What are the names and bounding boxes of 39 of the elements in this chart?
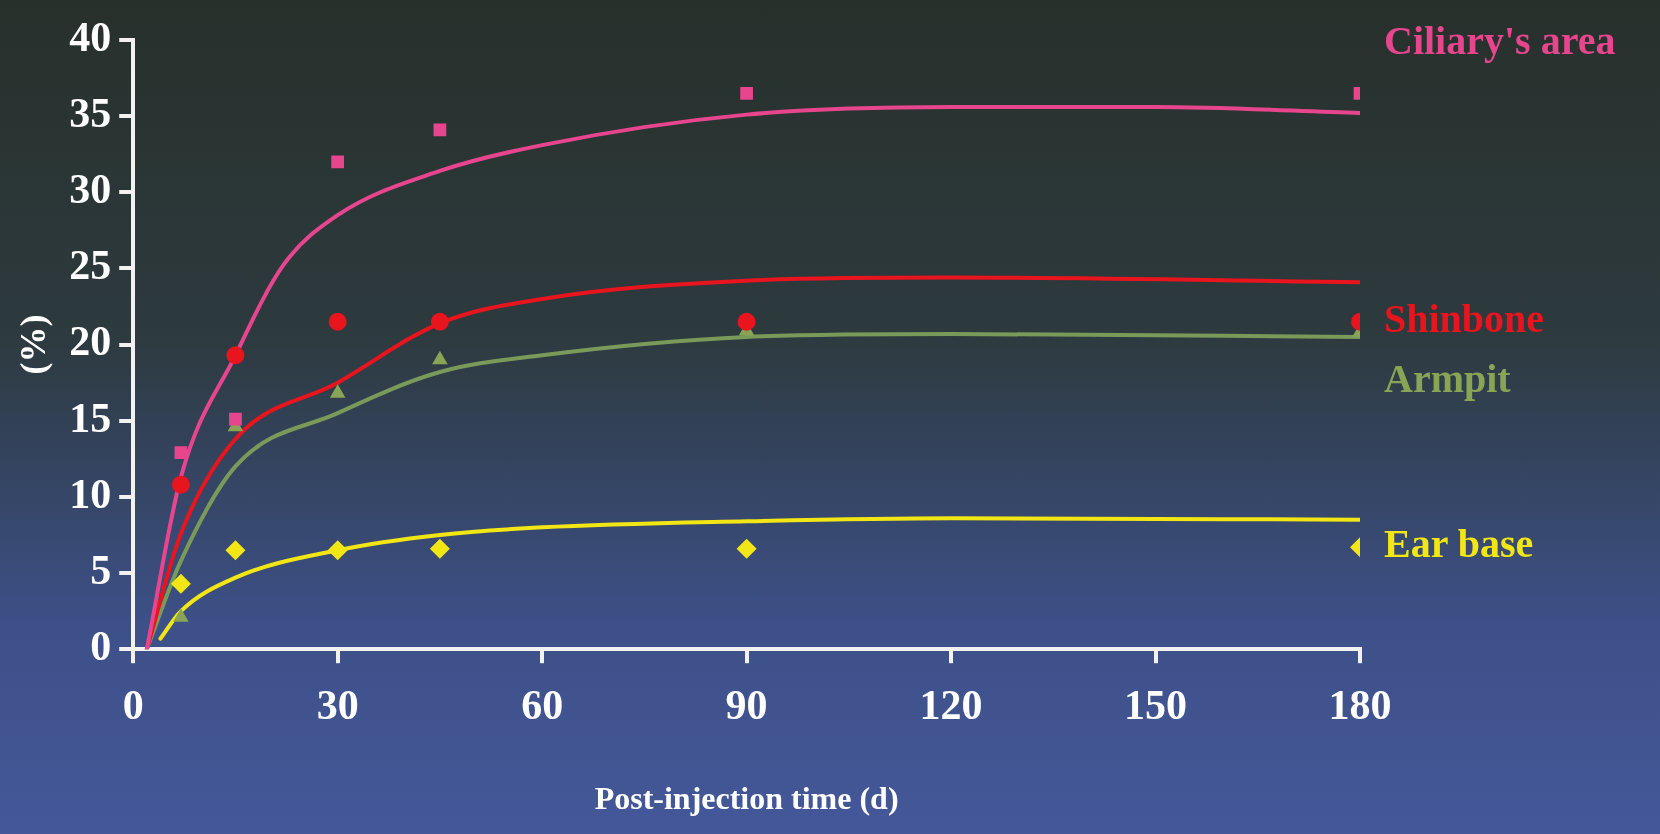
point <box>328 312 347 331</box>
y-tick-label: 40 <box>69 13 112 60</box>
x-tick-label: 90 <box>725 682 768 729</box>
point <box>226 346 245 365</box>
point <box>429 538 450 559</box>
y-tick-label: 35 <box>69 89 112 136</box>
line-series <box>158 516 1360 641</box>
x-tick-label: 120 <box>919 682 983 729</box>
x-tick-label: 60 <box>521 682 564 729</box>
point <box>229 412 242 426</box>
x-tick-label: 180 <box>1328 682 1392 729</box>
series-label: Shinbone <box>1384 296 1545 342</box>
y-tick-label: 30 <box>69 166 112 213</box>
x-tick-label: 150 <box>1124 682 1188 729</box>
point <box>736 538 757 559</box>
series-label: Ciliary's area <box>1384 17 1616 63</box>
y-tick-label: 0 <box>90 623 112 670</box>
point <box>225 540 246 561</box>
x-axis-title: Post-injection time (d) <box>594 780 899 817</box>
y-tick-label: 10 <box>69 470 112 517</box>
point <box>331 155 345 169</box>
point <box>171 475 190 494</box>
point <box>174 446 188 460</box>
x-tick-label: 30 <box>316 682 359 729</box>
series-label: Ear base <box>1384 521 1534 567</box>
point <box>327 540 348 561</box>
series-label: Armpit <box>1384 356 1512 402</box>
y-tick-label: 15 <box>69 394 112 441</box>
point <box>433 123 447 137</box>
x-tick-label: 0 <box>122 682 144 729</box>
line-series <box>144 105 1360 650</box>
point <box>170 573 191 594</box>
y-tick-label: 20 <box>69 318 112 365</box>
point <box>430 312 449 331</box>
y-tick-label: 25 <box>69 242 112 289</box>
point <box>740 86 753 100</box>
y-axis-title: (%) <box>12 314 53 375</box>
y-tick-label: 5 <box>90 546 112 593</box>
point <box>737 312 756 331</box>
